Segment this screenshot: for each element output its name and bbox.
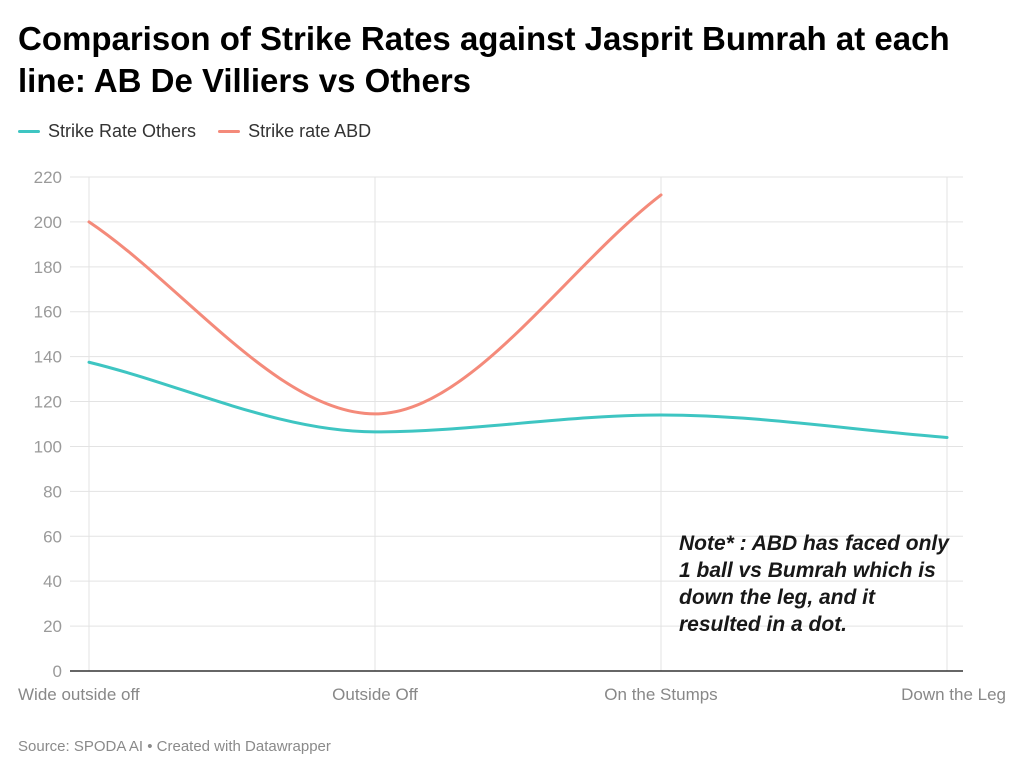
y-tick-label: 20 bbox=[43, 617, 62, 636]
x-tick-label: Down the Leg bbox=[901, 685, 1006, 704]
y-tick-label: 60 bbox=[43, 527, 62, 546]
series-line-abd bbox=[87, 193, 663, 416]
y-tick-label: 180 bbox=[34, 258, 62, 277]
series-line-others bbox=[87, 360, 949, 439]
legend-swatch-others bbox=[18, 130, 40, 133]
y-tick-label: 220 bbox=[34, 168, 62, 187]
legend-label-others: Strike Rate Others bbox=[48, 121, 197, 141]
y-tick-label: 100 bbox=[34, 437, 62, 456]
y-tick-label: 40 bbox=[43, 572, 62, 591]
legend-item-others: Strike Rate Others bbox=[18, 121, 196, 142]
y-tick-label: 200 bbox=[34, 213, 62, 232]
y-tick-label: 140 bbox=[34, 348, 62, 367]
legend-swatch-abd bbox=[218, 130, 241, 133]
x-tick-label: Wide outside off bbox=[18, 685, 140, 704]
x-tick-label: On the Stumps bbox=[604, 685, 717, 704]
legend-item-abd: Strike rate ABD bbox=[218, 121, 371, 142]
y-tick-label: 160 bbox=[34, 303, 62, 322]
y-tick-label: 80 bbox=[43, 482, 62, 501]
grid-layer bbox=[70, 176, 963, 671]
y-tick-label: 120 bbox=[34, 393, 62, 412]
legend-label-abd: Strike rate ABD bbox=[248, 121, 372, 141]
axis-layer: 0 20 40 60 80 100 120 140 160 180 200 220 Wide outsi… bbox=[18, 168, 1006, 704]
chart-legend: Strike Rate Others Strike rate ABD bbox=[18, 121, 371, 142]
x-tick-label: Outside Off bbox=[332, 685, 418, 704]
chart-title: Comparison of Strike Rates against Jaspr… bbox=[18, 20, 950, 99]
y-tick-label: 0 bbox=[53, 662, 62, 681]
source-credit: Source: SPODA AI • Created with Datawrap… bbox=[18, 738, 331, 755]
chart-annotation: Note* : ABD has faced only 1 ball vs Bum… bbox=[679, 532, 949, 636]
series-layer bbox=[87, 193, 949, 439]
